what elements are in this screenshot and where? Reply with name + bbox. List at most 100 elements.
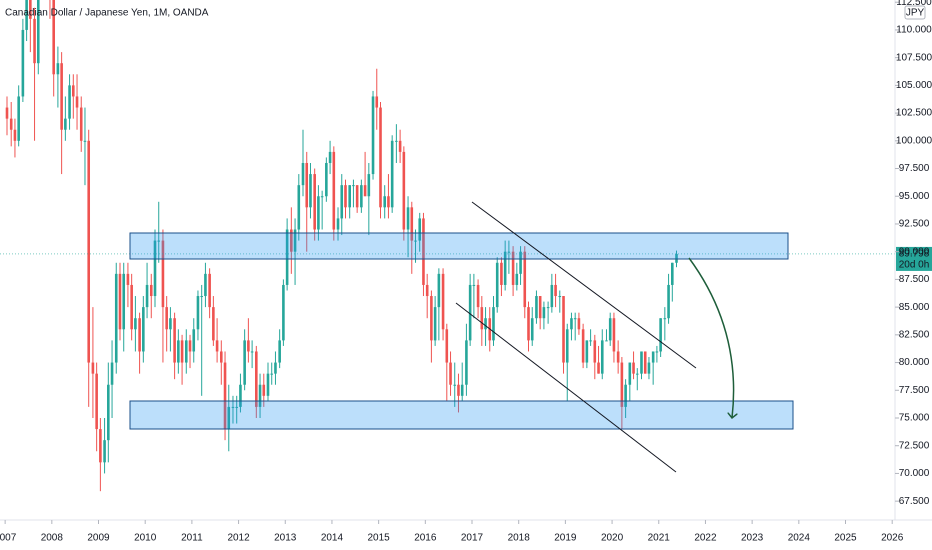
candle-body (215, 340, 219, 352)
candle-body (425, 284, 429, 297)
candle-body (671, 262, 674, 285)
candle-body (480, 307, 484, 330)
candle-body (313, 174, 316, 230)
candle-body (620, 362, 624, 407)
candle-body (441, 273, 445, 330)
candle-body (515, 273, 519, 285)
candle-body (5, 107, 9, 119)
candle-body (138, 318, 141, 352)
candle-body (635, 373, 639, 375)
candle-body (655, 351, 659, 353)
resistance-zone (129, 232, 789, 260)
candle-body (83, 140, 87, 142)
candle-body (13, 129, 17, 141)
candle-body (130, 284, 133, 330)
candle-body (301, 162, 305, 186)
candle-body (390, 140, 394, 208)
candle-body (153, 240, 157, 297)
candle-body (554, 284, 557, 297)
candle-body (103, 440, 106, 463)
candle-body (573, 318, 577, 320)
candle-body (173, 318, 176, 363)
candle-body (243, 340, 246, 385)
candle-body (585, 340, 589, 363)
candle-body (169, 318, 172, 330)
candle-body (651, 351, 655, 363)
candle-body (562, 296, 565, 363)
candle-body (612, 318, 616, 352)
candle-body (9, 118, 13, 130)
candle-body (433, 307, 437, 341)
candle-body (99, 429, 102, 463)
candle-body (558, 296, 562, 298)
candle-body (157, 240, 161, 242)
x-tick-label: 2025 (834, 533, 857, 544)
candle-body (91, 362, 95, 374)
candle-body (430, 296, 433, 341)
x-tick-label: 2016 (414, 533, 437, 544)
candle-body (476, 284, 480, 308)
candle-body (628, 362, 632, 385)
bar-countdown: 20d 0h (899, 260, 930, 271)
candle-body (196, 296, 200, 330)
candle-body (87, 140, 91, 363)
candle-body (290, 229, 293, 252)
y-tick-label: 102.500 (896, 108, 932, 119)
y-tick-label: 112.500 (896, 0, 932, 8)
candle-body (523, 251, 527, 308)
candle-body (293, 229, 297, 252)
candle-body (110, 362, 114, 385)
candle-body (255, 351, 258, 407)
candle-body (145, 284, 149, 308)
y-tick-label: 70.000 (899, 468, 930, 479)
candle-body (387, 196, 390, 208)
candle-body (675, 253, 678, 263)
currency-box (904, 5, 926, 20)
candle-body (56, 63, 60, 75)
candle-body (188, 340, 192, 352)
candle-body (258, 384, 262, 407)
x-tick-label: 2020 (601, 533, 624, 544)
candle-body (126, 273, 130, 285)
candle-body (616, 351, 620, 363)
candle-body (406, 207, 410, 230)
candle-body (527, 307, 530, 341)
y-tick-label: 100.000 (896, 135, 932, 146)
candle-body (360, 185, 363, 208)
candle-body (643, 351, 647, 374)
candle-body (667, 284, 670, 319)
candle-body (95, 373, 98, 430)
projection-arrow (688, 257, 734, 418)
candle-body (500, 262, 503, 285)
candle-body (593, 340, 597, 363)
candle-body (422, 218, 425, 285)
y-tick-label: 97.500 (899, 163, 930, 174)
candle-body (647, 362, 651, 374)
candle-body (468, 284, 472, 341)
candle-body (344, 185, 347, 208)
candle-body (332, 151, 336, 230)
y-tick-label: 75.000 (899, 413, 930, 424)
y-tick-label: 90.000 (899, 246, 930, 257)
candle-body (589, 340, 592, 342)
candle-body (200, 296, 203, 298)
candle-body (17, 96, 20, 141)
candle-body (624, 384, 627, 407)
candle-body (507, 251, 511, 253)
y-tick-label: 72.500 (899, 440, 930, 451)
candle-body (511, 251, 515, 285)
x-tick-label: 2019 (554, 533, 577, 544)
y-tick-label: 105.000 (896, 80, 932, 91)
y-tick-label: 87.500 (899, 274, 930, 285)
candle-body (122, 273, 126, 330)
x-tick-label: 2024 (788, 533, 811, 544)
x-tick-label: 2022 (694, 533, 717, 544)
candle-body (285, 229, 289, 285)
candle-body (118, 273, 122, 330)
candle-body (177, 340, 180, 363)
candle-body (309, 174, 312, 208)
candle-body (212, 307, 215, 341)
candle-body (445, 329, 449, 363)
